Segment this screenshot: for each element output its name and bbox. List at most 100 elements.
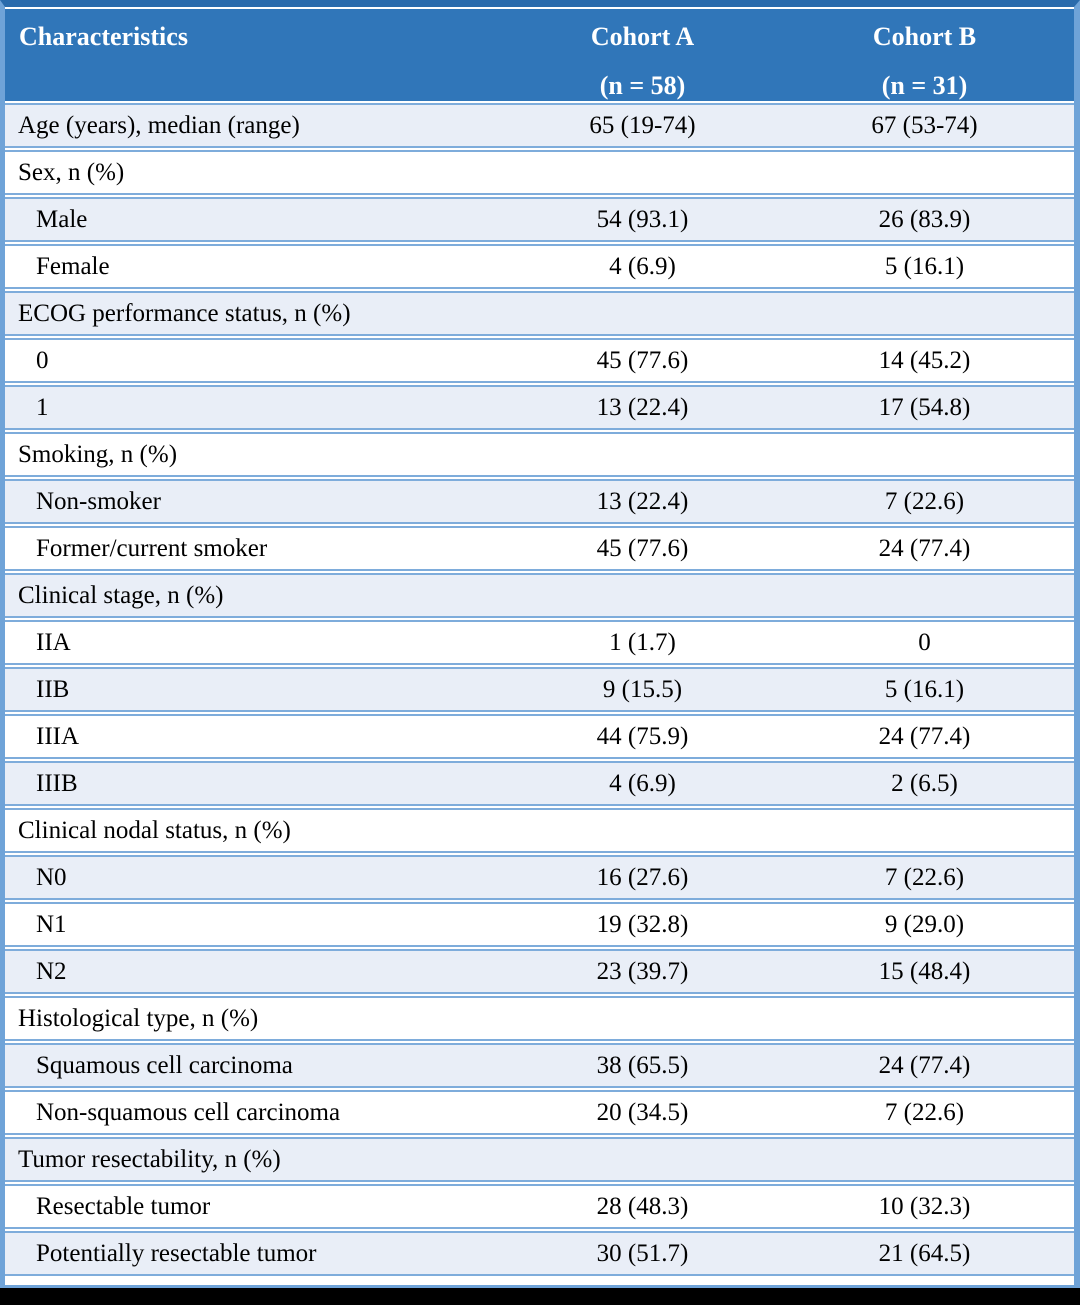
table-row: IIIB 4 (6.9) 2 (6.5)	[5, 761, 1074, 806]
table-row: IIIA 44 (75.9) 24 (77.4)	[5, 714, 1074, 759]
cohort-b-cell: 24 (77.4)	[775, 526, 1074, 571]
cohort-a-cell: 9 (15.5)	[510, 667, 775, 712]
cohort-a-cell	[510, 996, 775, 1041]
cohort-b-cell: 24 (77.4)	[775, 714, 1074, 759]
cohort-b-cell: 67 (53-74)	[775, 103, 1074, 148]
cohort-a-cell: 38 (65.5)	[510, 1043, 775, 1088]
header-characteristics-label: Characteristics	[19, 22, 188, 51]
characteristic-cell: Tumor resectability, n (%)	[5, 1137, 510, 1182]
characteristic-cell: IIIB	[5, 761, 510, 806]
header-cohort-a-n: (n = 58)	[599, 71, 686, 100]
cohort-b-cell	[775, 573, 1074, 618]
cohort-a-cell	[510, 808, 775, 853]
characteristic-cell: ECOG performance status, n (%)	[5, 291, 510, 336]
characteristic-cell: N2	[5, 949, 510, 994]
header-characteristics: Characteristics	[5, 9, 510, 101]
table-row: Age (years), median (range) 65 (19-74) 67 …	[5, 103, 1074, 148]
table-row: Resectable tumor 28 (48.3) 10 (32.3)	[5, 1184, 1074, 1229]
characteristic-cell: Sex, n (%)	[5, 150, 510, 195]
cohort-a-cell: 19 (32.8)	[510, 902, 775, 947]
table-row: Male 54 (93.1) 26 (83.9)	[5, 197, 1074, 242]
table-row: IIA 1 (1.7) 0	[5, 620, 1074, 665]
table-row: Potentially resectable tumor 30 (51.7) 21 …	[5, 1231, 1074, 1276]
table-row: Non-smoker 13 (22.4) 7 (22.6)	[5, 479, 1074, 524]
cohort-b-cell: 0	[775, 620, 1074, 665]
cohort-b-cell: 21 (64.5)	[775, 1231, 1074, 1276]
characteristic-cell: Resectable tumor	[5, 1184, 510, 1229]
table-row: Squamous cell carcinoma 38 (65.5) 24 (77.4…	[5, 1043, 1074, 1088]
cohort-a-cell: 30 (51.7)	[510, 1231, 775, 1276]
characteristic-cell: IIB	[5, 667, 510, 712]
header-cohort-a: Cohort A (n = 58)	[510, 9, 775, 101]
cohort-a-cell: 45 (77.6)	[510, 338, 775, 383]
table-row: Tumor resectability, n (%)	[5, 1137, 1074, 1182]
cohort-b-cell: 10 (32.3)	[775, 1184, 1074, 1229]
characteristic-cell: Clinical nodal status, n (%)	[5, 808, 510, 853]
characteristic-cell: N1	[5, 902, 510, 947]
characteristic-cell: IIIA	[5, 714, 510, 759]
cohort-a-cell: 65 (19-74)	[510, 103, 775, 148]
cohort-b-cell: 7 (22.6)	[775, 479, 1074, 524]
characteristic-cell: Clinical stage, n (%)	[5, 573, 510, 618]
cohort-b-cell: 26 (83.9)	[775, 197, 1074, 242]
cohort-b-cell: 14 (45.2)	[775, 338, 1074, 383]
cohort-b-cell: 9 (29.0)	[775, 902, 1074, 947]
characteristic-cell: 1	[5, 385, 510, 430]
cohort-b-cell: 7 (22.6)	[775, 855, 1074, 900]
cohort-a-cell: 54 (93.1)	[510, 197, 775, 242]
table-row: Clinical stage, n (%)	[5, 573, 1074, 618]
table-row: IIB 9 (15.5) 5 (16.1)	[5, 667, 1074, 712]
characteristic-cell: Male	[5, 197, 510, 242]
bottom-black-bar	[0, 1288, 1080, 1305]
characteristic-cell: Age (years), median (range)	[5, 103, 510, 148]
cohort-a-cell: 45 (77.6)	[510, 526, 775, 571]
table: Characteristics Cohort A (n = 58) Cohort…	[5, 7, 1074, 1278]
table-row: Female 4 (6.9) 5 (16.1)	[5, 244, 1074, 289]
cohort-b-cell: 5 (16.1)	[775, 667, 1074, 712]
characteristic-cell: Smoking, n (%)	[5, 432, 510, 477]
characteristic-cell: Potentially resectable tumor	[5, 1231, 510, 1276]
cohort-b-cell	[775, 1137, 1074, 1182]
characteristic-cell: Squamous cell carcinoma	[5, 1043, 510, 1088]
cohort-b-cell: 5 (16.1)	[775, 244, 1074, 289]
cohort-b-cell	[775, 150, 1074, 195]
cohort-a-cell	[510, 150, 775, 195]
cohort-b-cell	[775, 291, 1074, 336]
table-row: 1 13 (22.4) 17 (54.8)	[5, 385, 1074, 430]
characteristic-cell: 0	[5, 338, 510, 383]
table-row: Smoking, n (%)	[5, 432, 1074, 477]
cohort-b-cell: 24 (77.4)	[775, 1043, 1074, 1088]
header-row: Characteristics Cohort A (n = 58) Cohort…	[5, 9, 1074, 101]
characteristic-cell: Histological type, n (%)	[5, 996, 510, 1041]
table-row: N1 19 (32.8) 9 (29.0)	[5, 902, 1074, 947]
cohort-b-cell: 17 (54.8)	[775, 385, 1074, 430]
cohort-a-cell: 13 (22.4)	[510, 385, 775, 430]
header-cohort-b-n: (n = 31)	[881, 71, 968, 100]
cohort-a-cell: 16 (27.6)	[510, 855, 775, 900]
cohort-a-cell	[510, 1137, 775, 1182]
cohort-a-cell	[510, 573, 775, 618]
table-header: Characteristics Cohort A (n = 58) Cohort…	[5, 9, 1074, 101]
cohort-a-cell	[510, 432, 775, 477]
cohort-b-cell	[775, 432, 1074, 477]
header-cohort-b-title: Cohort B	[872, 22, 977, 51]
cohort-a-cell: 44 (75.9)	[510, 714, 775, 759]
characteristic-cell: Non-smoker	[5, 479, 510, 524]
cohort-a-cell: 23 (39.7)	[510, 949, 775, 994]
cohort-a-cell	[510, 291, 775, 336]
characteristic-cell: N0	[5, 855, 510, 900]
characteristic-cell: Former/current smoker	[5, 526, 510, 571]
table-body: Age (years), median (range) 65 (19-74) 67 …	[5, 103, 1074, 1276]
table-row: N0 16 (27.6) 7 (22.6)	[5, 855, 1074, 900]
cohort-b-cell: 7 (22.6)	[775, 1090, 1074, 1135]
table-row: Non-squamous cell carcinoma 20 (34.5) 7 (2…	[5, 1090, 1074, 1135]
table-row: 0 45 (77.6) 14 (45.2)	[5, 338, 1074, 383]
characteristic-cell: IIA	[5, 620, 510, 665]
cohort-a-cell: 1 (1.7)	[510, 620, 775, 665]
cohort-b-cell	[775, 808, 1074, 853]
table-row: Former/current smoker 45 (77.6) 24 (77.4)	[5, 526, 1074, 571]
header-cohort-b: Cohort B (n = 31)	[775, 9, 1074, 101]
table-row: Clinical nodal status, n (%)	[5, 808, 1074, 853]
